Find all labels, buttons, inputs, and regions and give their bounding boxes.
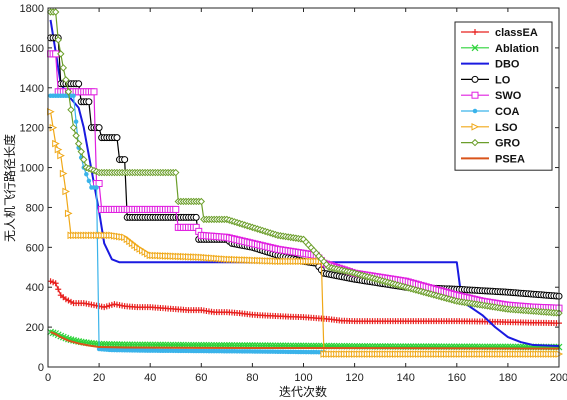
data-point-marker	[57, 50, 65, 58]
data-point-marker	[75, 80, 83, 88]
plot-series-layer	[46, 8, 564, 358]
data-point-marker	[84, 171, 89, 177]
x-tick-label: 40	[144, 372, 156, 384]
x-tick-label: 200	[550, 372, 567, 384]
legend-entry-lso: LSO	[495, 122, 518, 134]
legend: classEA Ablation DBO LO SWO COA LSO GRO PSEA	[454, 21, 553, 171]
x-tick-label: 140	[397, 372, 415, 384]
data-point-marker	[52, 280, 59, 287]
data-point-marker	[472, 108, 478, 114]
series-classea	[47, 278, 562, 327]
data-point-marker	[471, 44, 479, 52]
x-tick-label: 0	[45, 372, 51, 384]
legend-entry-gro: GRO	[495, 138, 521, 150]
data-point-marker	[80, 155, 88, 164]
data-point-marker	[54, 36, 62, 44]
data-point-marker	[59, 169, 68, 178]
data-point-marker	[57, 151, 65, 160]
y-tick-label: 400	[26, 282, 44, 294]
data-point-marker	[69, 123, 78, 132]
legend-entry-psea: PSEA	[495, 153, 525, 165]
y-tick-label: 800	[26, 202, 44, 214]
y-tick-label: 1800	[20, 3, 44, 15]
data-point-marker	[95, 180, 103, 188]
x-tick-label: 160	[448, 372, 466, 384]
data-point-marker	[471, 91, 479, 99]
y-tick-label: 0	[38, 362, 44, 374]
data-point-marker	[172, 205, 180, 213]
legend-entry-ablation: Ablation	[495, 43, 539, 55]
data-point-marker	[471, 75, 479, 83]
data-point-marker	[64, 209, 73, 218]
series-coa	[48, 93, 327, 355]
legend-box	[454, 21, 553, 171]
x-axis-label: 迭代次数	[279, 384, 327, 399]
y-tick-label: 200	[26, 322, 44, 334]
data-point-marker	[72, 131, 80, 140]
data-point-marker	[59, 64, 68, 72]
data-point-marker	[71, 93, 76, 99]
data-point-marker	[55, 286, 62, 293]
data-point-marker	[90, 88, 98, 96]
data-point-marker	[172, 168, 180, 177]
series-psea	[50, 331, 560, 350]
data-point-marker	[54, 145, 63, 154]
legend-entry-swo: SWO	[495, 90, 522, 102]
data-point-marker	[472, 29, 478, 35]
data-point-marker	[95, 124, 103, 132]
series-line-dbo	[49, 19, 560, 348]
x-tick-label: 180	[499, 372, 517, 384]
y-tick-label: 1400	[20, 83, 44, 95]
y-tick-label: 1600	[20, 43, 44, 55]
legend-entry-coa: COA	[495, 106, 520, 118]
data-point-marker	[192, 213, 200, 221]
y-tick-label: 600	[26, 242, 44, 254]
data-point-marker	[62, 187, 71, 196]
x-tick-label: 20	[93, 372, 105, 384]
y-tick-label: 1000	[20, 163, 44, 175]
y-axis-label: 无人机飞行路径长度	[2, 134, 17, 242]
y-tick-label: 1200	[20, 123, 44, 135]
x-tick-label: 80	[246, 372, 258, 384]
x-tick-label: 60	[195, 372, 207, 384]
series-dbo	[49, 19, 560, 348]
legend-entry-lo: LO	[495, 74, 511, 86]
data-point-marker	[52, 139, 60, 148]
legend-entry-dbo: DBO	[495, 59, 520, 71]
data-point-marker	[86, 178, 92, 184]
data-point-marker	[64, 88, 73, 96]
data-point-marker	[51, 8, 60, 16]
legend-entry-classea: classEA	[495, 27, 538, 39]
series-line-psea	[50, 331, 560, 350]
axis-layer: 0 20 40 60 80 100 120 140 160 180 200 0 200 400 600 800…	[20, 3, 567, 384]
data-point-marker	[197, 197, 206, 206]
data-point-marker	[67, 106, 75, 114]
data-point-marker	[62, 76, 70, 84]
data-point-marker	[85, 98, 93, 106]
data-point-marker	[73, 119, 79, 124]
data-point-marker	[471, 138, 479, 147]
x-tick-label: 100	[294, 372, 312, 384]
x-tick-label: 120	[345, 372, 363, 384]
data-point-marker	[94, 185, 99, 190]
data-point-marker	[77, 147, 85, 156]
data-point-marker	[471, 122, 480, 131]
data-point-marker	[74, 139, 83, 148]
data-point-marker	[113, 134, 121, 142]
data-point-marker	[121, 156, 129, 164]
